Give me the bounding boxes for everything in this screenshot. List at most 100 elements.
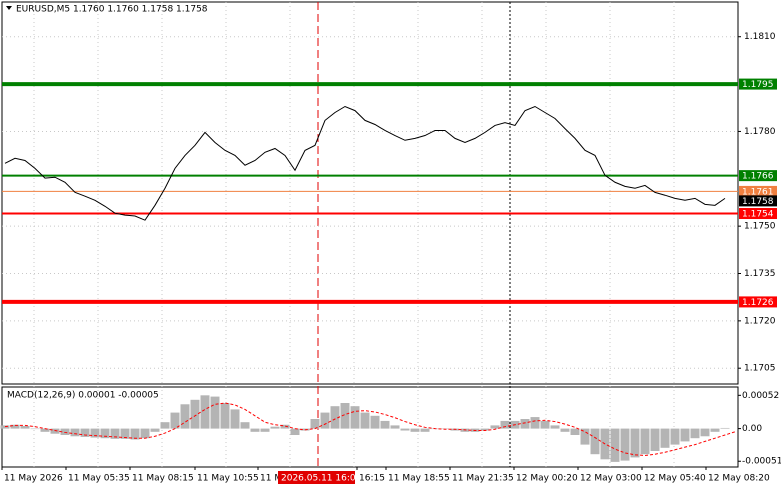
macd-bar <box>570 428 580 435</box>
macd-bar <box>560 428 570 432</box>
x-tick-label: 12 May 05:40 <box>644 474 706 484</box>
macd-bar <box>260 428 270 432</box>
macd-bar <box>180 404 190 429</box>
cursor-label-box <box>278 471 355 484</box>
x-tick-label: 11 May 18:55 <box>388 474 450 484</box>
x-tick-label: 12 May 00:20 <box>516 474 578 484</box>
macd-bar <box>350 406 360 429</box>
macd-bar <box>170 412 180 429</box>
macd-bar <box>60 428 70 435</box>
y-tick-label: 1.1810 <box>744 32 776 42</box>
macd-bar <box>660 428 670 448</box>
macd-bar <box>360 412 370 429</box>
macd-bar <box>150 428 160 432</box>
price-line <box>4 105 726 221</box>
macd-bar <box>480 428 490 431</box>
macd-bar <box>250 428 260 432</box>
menu-arrow[interactable] <box>6 6 12 10</box>
macd-bar <box>630 428 640 458</box>
macd-bar <box>210 396 220 429</box>
macd-bar <box>680 428 690 442</box>
macd-bar <box>400 428 410 431</box>
macd-y-tick-label: -0.00051 <box>742 457 781 467</box>
macd-bar <box>50 428 60 434</box>
macd-bar <box>330 406 340 429</box>
macd-bar <box>690 428 700 439</box>
macd-bar <box>610 428 620 462</box>
y-tick-label: 1.1735 <box>744 269 776 279</box>
macd-bar <box>340 403 350 429</box>
x-tick-label: 11 May 08:15 <box>132 474 194 484</box>
macd-bar <box>80 428 90 437</box>
macd-bar <box>30 428 40 430</box>
macd-bar <box>640 428 650 455</box>
y-tick-label: 1.1720 <box>744 316 776 326</box>
price-panel <box>1 1 739 385</box>
macd-bar <box>160 422 170 429</box>
macd-bar <box>20 426 30 429</box>
macd-title: MACD(12,26,9) 0.00001 -0.00005 <box>7 391 159 401</box>
chart-title: EURUSD,M5 1.1760 1.1760 1.1758 1.1758 <box>16 5 208 15</box>
macd-bar <box>410 428 420 432</box>
level-label-box <box>739 170 777 182</box>
macd-y-tick-label: 0.00 <box>742 424 762 434</box>
macd-bar <box>580 428 590 445</box>
level-label-box <box>739 78 777 90</box>
macd-bar <box>200 395 210 429</box>
macd-bar <box>290 428 300 435</box>
macd-bar <box>40 428 50 432</box>
macd-bar <box>540 420 550 429</box>
macd-bar <box>100 428 110 439</box>
macd-bar <box>420 428 430 432</box>
level-label: 1.1761 <box>742 187 774 197</box>
macd-bar <box>240 422 250 429</box>
y-tick-label: 1.1780 <box>744 127 776 137</box>
macd-bar <box>490 425 500 429</box>
macd-bar <box>700 428 710 437</box>
macd-bar <box>500 420 510 429</box>
y-tick-label: 1.1705 <box>744 364 776 374</box>
macd-bar <box>230 409 240 429</box>
macd-bar <box>0 425 10 429</box>
macd-bar <box>120 428 130 439</box>
level-label-box <box>739 195 777 207</box>
x-tick-label: 11 May 21:35 <box>452 474 514 484</box>
macd-bar <box>310 419 320 429</box>
macd-bar <box>380 420 390 429</box>
macd-bar <box>270 426 280 429</box>
macd-bar <box>90 428 100 438</box>
y-tick-label: 1.1750 <box>744 222 776 232</box>
macd-bar <box>370 415 380 429</box>
x-tick-label: 11 M <box>260 474 282 484</box>
macd-bar <box>550 425 560 429</box>
macd-signal <box>4 402 736 456</box>
macd-bar <box>140 428 150 439</box>
level-label-box <box>739 208 777 220</box>
macd-bar <box>130 428 140 440</box>
x-tick-label: 11 May 10:55 <box>197 474 259 484</box>
macd-bar <box>190 399 200 429</box>
level-label: 1.1795 <box>742 80 774 90</box>
macd-bar <box>390 425 400 429</box>
macd-bar <box>10 424 20 429</box>
level-label: 1.1766 <box>742 172 774 182</box>
macd-bar <box>530 417 540 429</box>
x-tick-label: 16:15 <box>359 474 385 484</box>
macd-bar <box>110 428 120 439</box>
macd-bar <box>590 428 600 455</box>
level-label-box <box>739 296 777 308</box>
x-tick-label: 11 May 2026 <box>4 474 63 484</box>
x-tick-label: 12 May 08:20 <box>708 474 770 484</box>
level-label-box <box>739 185 777 197</box>
macd-bar <box>720 427 730 429</box>
macd-bar <box>710 428 720 432</box>
x-tick-label: 12 May 03:00 <box>580 474 642 484</box>
macd-bar <box>650 428 660 451</box>
vertical-grid <box>33 2 675 467</box>
macd-bar <box>220 403 230 429</box>
macd-bar <box>280 424 290 429</box>
macd-bar <box>620 428 630 461</box>
x-tick-label: 11 May 05:35 <box>68 474 130 484</box>
